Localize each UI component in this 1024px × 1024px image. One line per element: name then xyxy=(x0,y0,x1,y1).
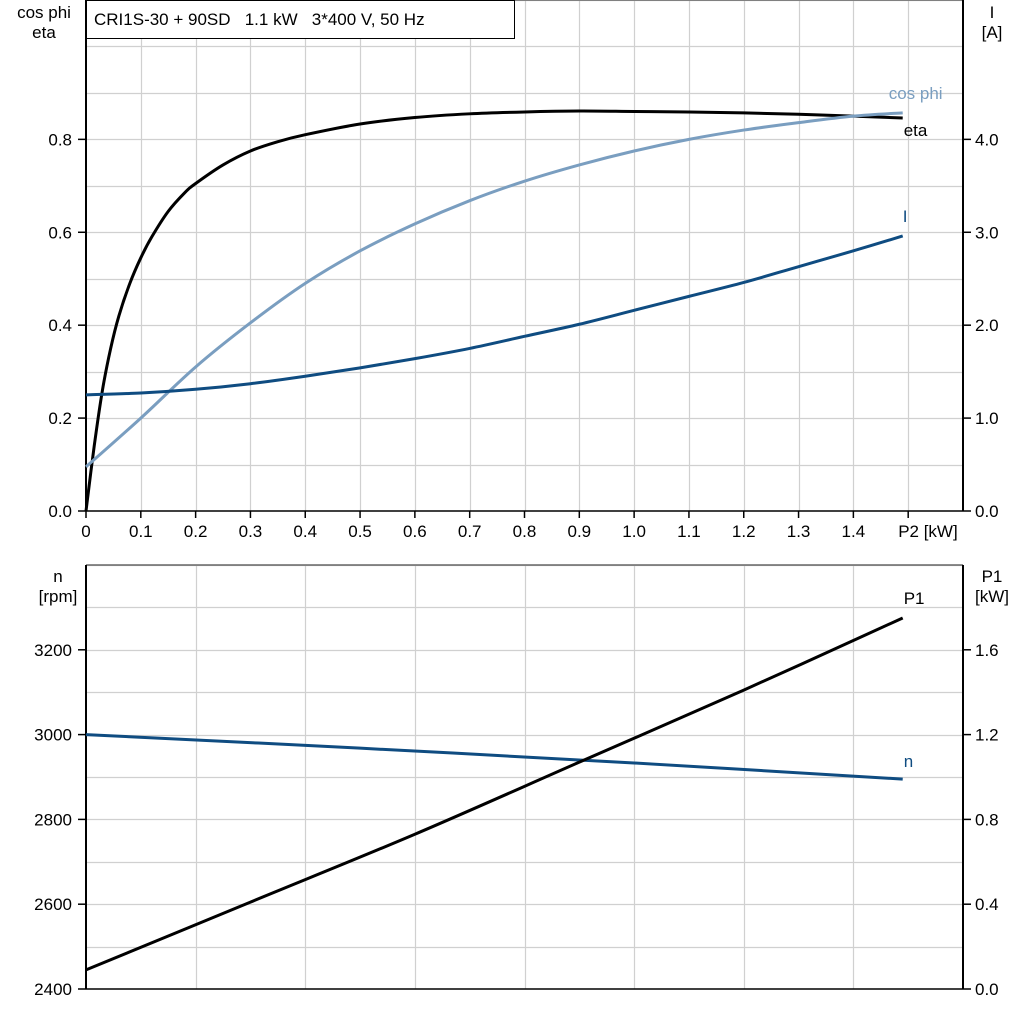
series-label-eta: eta xyxy=(904,121,928,140)
x-tick-label: 1.0 xyxy=(622,522,646,541)
y-left-tick-label: 0.2 xyxy=(48,409,72,428)
x-tick-label: 0.4 xyxy=(293,522,317,541)
y-right-tick-label: 1.6 xyxy=(975,641,999,660)
y-left-axis-label: n xyxy=(53,567,62,586)
y-right-tick-label: 1.2 xyxy=(975,726,999,745)
x-tick-label: 0.9 xyxy=(567,522,591,541)
x-tick-label: 0.5 xyxy=(348,522,372,541)
x-tick-label: 1.2 xyxy=(732,522,756,541)
x-tick-label: 1.3 xyxy=(787,522,811,541)
y-left-tick-label: 2800 xyxy=(34,810,72,829)
y-right-tick-label: 4.0 xyxy=(975,130,999,149)
x-tick-label: 0.2 xyxy=(184,522,208,541)
y-right-tick-label: 2.0 xyxy=(975,316,999,335)
x-tick-label: P2 [kW] xyxy=(898,522,958,541)
y-right-tick-label: 0.0 xyxy=(975,980,999,999)
y-left-tick-label: 0.6 xyxy=(48,223,72,242)
series-label-i: I xyxy=(903,207,908,226)
series-label-p1: P1 xyxy=(904,589,925,608)
y-right-tick-label: 0.4 xyxy=(975,895,999,914)
y-left-tick-label: 0.4 xyxy=(48,316,72,335)
chart-title: CRI1S-30 + 90SD 1.1 kW 3*400 V, 50 Hz xyxy=(94,10,425,29)
x-tick-label: 0.1 xyxy=(129,522,153,541)
y-right-axis-label: [A] xyxy=(982,23,1003,42)
y-left-tick-label: 3000 xyxy=(34,726,72,745)
x-tick-label: 0.8 xyxy=(513,522,537,541)
bottom-chart: 240026002800300032000.00.40.81.21.6n[rpm… xyxy=(34,564,1009,999)
series-line-cos-phi xyxy=(85,111,903,468)
y-left-tick-label: 0.0 xyxy=(48,502,72,521)
y-right-axis-label: [kW] xyxy=(975,587,1009,606)
y-right-tick-label: 0.8 xyxy=(975,810,999,829)
x-tick-label: 1.4 xyxy=(842,522,866,541)
title-box xyxy=(86,0,515,39)
series-line-i xyxy=(85,234,904,397)
x-tick-label: 0 xyxy=(81,522,90,541)
y-left-axis-label: eta xyxy=(32,23,56,42)
x-tick-label: 1.1 xyxy=(677,522,701,541)
y-left-tick-label: 0.8 xyxy=(48,130,72,149)
y-left-tick-label: 3200 xyxy=(34,641,72,660)
y-right-tick-label: 3.0 xyxy=(975,223,999,242)
y-left-axis-label: [rpm] xyxy=(39,587,78,606)
x-tick-label: 0.7 xyxy=(458,522,482,541)
y-right-tick-label: 1.0 xyxy=(975,409,999,428)
x-tick-label: 0.6 xyxy=(403,522,427,541)
series-line-p1 xyxy=(85,616,904,972)
series-line-eta xyxy=(84,109,903,512)
series-label-n: n xyxy=(904,752,913,771)
y-right-axis-label: P1 xyxy=(982,567,1003,586)
y-right-tick-label: 0.0 xyxy=(975,502,999,521)
y-right-axis-label: I xyxy=(990,3,995,22)
y-left-axis-label: cos phi xyxy=(17,3,71,22)
y-left-tick-label: 2600 xyxy=(34,895,72,914)
y-left-tick-label: 2400 xyxy=(34,980,72,999)
series-label-cos-phi: cos phi xyxy=(889,84,943,103)
x-tick-label: 0.3 xyxy=(239,522,263,541)
series-line-n xyxy=(85,733,903,781)
